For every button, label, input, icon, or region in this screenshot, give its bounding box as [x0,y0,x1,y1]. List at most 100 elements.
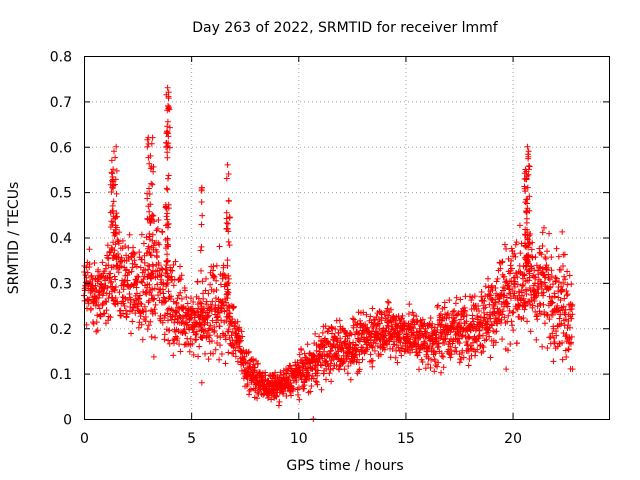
data-point [563,292,570,299]
data-point [198,199,205,206]
data-point [512,241,519,248]
data-point [531,273,538,280]
data-point [463,318,470,325]
data-point [524,229,531,236]
data-point [551,293,558,300]
data-point [123,314,130,321]
data-point [372,317,379,324]
data-point [492,315,499,322]
data-point [417,334,424,341]
data-point [116,289,123,296]
data-point [549,294,556,301]
data-point [205,312,212,319]
data-point [255,360,262,367]
data-point [93,328,100,335]
data-point [225,238,232,245]
data-point [120,286,127,293]
data-point [327,360,334,367]
data-point [108,157,115,164]
data-point [164,210,171,217]
data-point [90,320,97,327]
data-point [521,170,528,177]
data-point [224,288,231,295]
data-point [427,364,434,371]
data-point [522,243,529,250]
data-point [105,262,112,269]
data-point [460,354,467,361]
y-tick-label: 0.1 [50,367,72,383]
data-point [444,310,451,317]
data-point [112,276,119,283]
data-point [559,263,566,270]
data-point [511,290,518,297]
data-point [566,272,573,279]
data-point [211,327,218,334]
data-point [434,327,441,334]
data-point [183,294,190,301]
data-point [336,317,343,324]
data-point [154,225,161,232]
data-point [435,302,442,309]
data-point [198,184,205,191]
data-point [177,348,184,355]
x-tick-label: 20 [504,431,522,447]
data-point [528,246,535,253]
data-point [105,317,112,324]
data-point [146,263,153,270]
data-point [207,322,214,329]
data-point [171,340,178,347]
data-point [469,294,476,301]
data-point [347,376,354,383]
data-point [424,329,431,336]
data-point [200,290,207,297]
data-point [546,230,553,237]
data-point [230,303,237,310]
data-point [486,301,493,308]
data-point [556,279,563,286]
data-point [522,232,529,239]
data-point [204,313,211,320]
data-point [519,275,526,282]
data-point [384,341,391,348]
data-point [107,249,114,256]
data-point [559,228,566,235]
data-point [461,313,468,320]
data-point [542,255,549,262]
x-tick-label: 15 [397,431,415,447]
data-point [216,323,223,330]
data-point [427,314,434,321]
data-point [164,123,171,130]
data-point [154,281,161,288]
data-point [108,278,115,285]
data-point [475,307,482,314]
data-point [541,224,548,231]
data-point [508,257,515,264]
data-point [524,151,531,158]
data-point [521,306,528,313]
data-point [549,299,556,306]
y-tick-label: 0 [63,413,72,429]
data-point [334,352,341,359]
data-point [522,302,529,309]
data-point [409,309,416,316]
data-point [335,330,342,337]
data-point [152,310,159,317]
data-point [312,330,319,337]
data-point [224,161,231,168]
data-point [522,166,529,173]
data-point [345,362,352,369]
data-point [186,348,193,355]
data-point [521,183,528,190]
data-point [498,316,505,323]
data-point [164,216,171,223]
data-point [538,251,545,258]
data-point [104,242,111,249]
data-point [219,275,226,282]
data-point [392,354,399,361]
data-point [115,269,122,276]
data-point [139,336,146,343]
data-point [254,395,261,402]
data-point [194,278,201,285]
data-point [523,208,530,215]
